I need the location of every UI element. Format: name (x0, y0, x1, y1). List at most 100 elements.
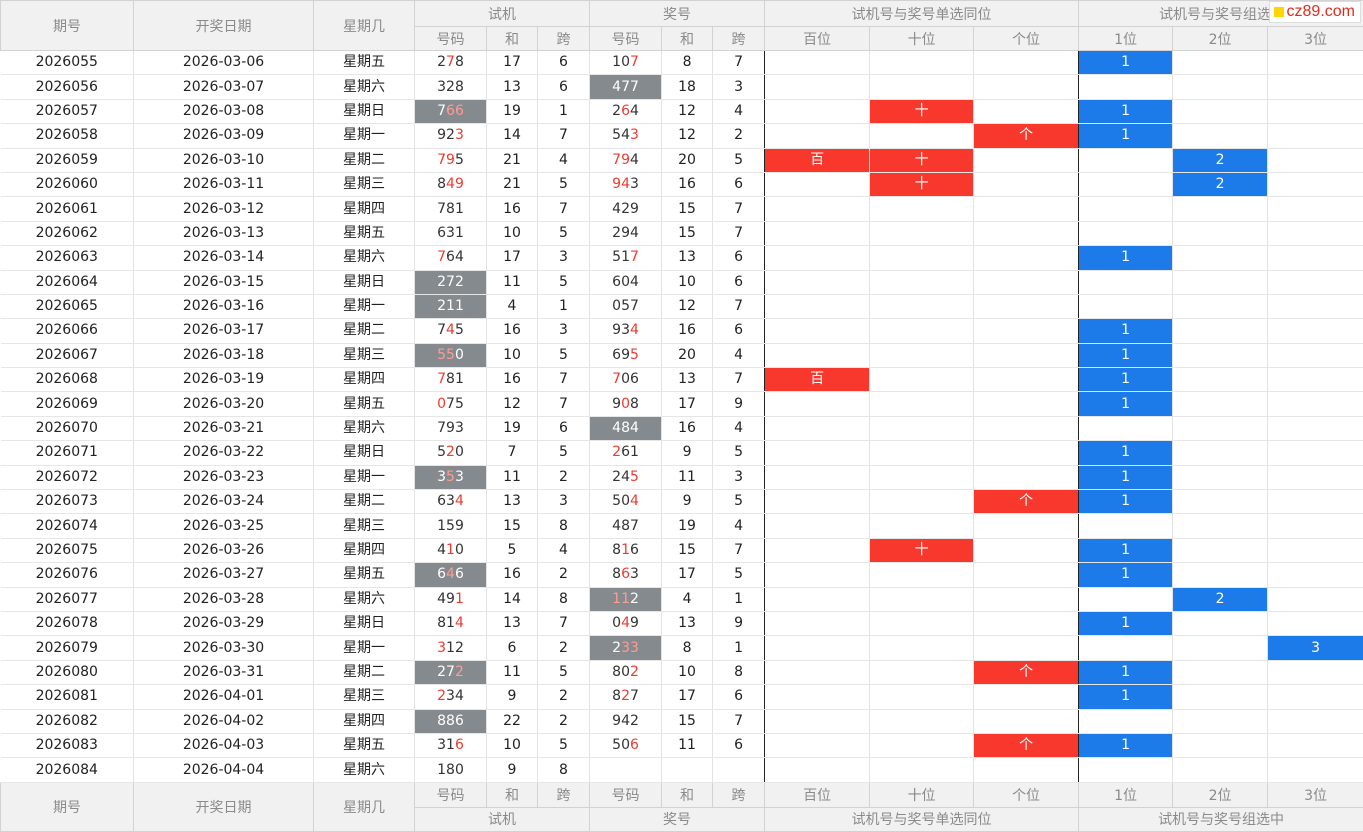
period-text: 2026063 (36, 249, 98, 265)
col-weekday-header[interactable]: 星期几 (314, 1, 415, 51)
draw-sum-header[interactable]: 和 (662, 27, 713, 51)
draw-number-digit: 3 (630, 127, 639, 143)
trial-number-cell: 923 (415, 124, 487, 148)
draw-number-digit: 2 (612, 640, 621, 656)
col-period-header[interactable]: 期号 (1, 1, 134, 51)
trial-sum-text: 13 (503, 493, 521, 509)
foot-draw-sum-header: 和 (662, 782, 713, 807)
draw-number-digit: 4 (621, 176, 630, 192)
draw-number-digit: 4 (621, 615, 630, 631)
date-cell: 2026-03-25 (134, 514, 314, 538)
draw-number-digit: 2 (612, 103, 621, 119)
trial-span-text: 5 (559, 664, 568, 680)
hundreds-match-cell (765, 538, 870, 562)
hundreds-match-cell (765, 270, 870, 294)
draw-number-cell: 112 (590, 587, 662, 611)
tens-match-cell (870, 221, 974, 245)
draw-number-header[interactable]: 号码 (590, 27, 662, 51)
trial-number-digit: 4 (446, 566, 455, 582)
trial-number-header[interactable]: 号码 (415, 27, 487, 51)
trial-number-digit: 9 (437, 127, 446, 143)
draw-sum-cell: 15 (662, 709, 713, 733)
trial-sum-cell: 21 (487, 172, 538, 196)
draw-span-cell: 7 (713, 197, 765, 221)
trial-sum-cell: 9 (487, 758, 538, 782)
date-text: 2026-03-08 (183, 103, 264, 119)
draw-span-header[interactable]: 跨 (713, 27, 765, 51)
draw-span-text: 3 (734, 469, 743, 485)
period-text: 2026073 (36, 493, 98, 509)
date-cell: 2026-03-08 (134, 99, 314, 123)
trial-span-text: 8 (559, 518, 568, 534)
draw-number-digit: 2 (612, 444, 621, 460)
tens-match-cell (870, 51, 974, 75)
draw-span-text: 7 (734, 713, 743, 729)
period-text: 2026060 (36, 176, 98, 192)
trial-span-header[interactable]: 跨 (538, 27, 590, 51)
trial-number-cell: 075 (415, 392, 487, 416)
draw-sum-cell: 17 (662, 563, 713, 587)
hundreds-match-cell (765, 172, 870, 196)
draw-span-text: 8 (734, 664, 743, 680)
foot-draw-group-header: 奖号 (590, 807, 765, 831)
draw-number-cell: 943 (590, 172, 662, 196)
date-text: 2026-03-10 (183, 152, 264, 168)
site-logo[interactable]: cz89.com (1269, 1, 1361, 23)
weekday-cell: 星期六 (314, 75, 415, 99)
ones-match-cell (974, 270, 1079, 294)
trial-number-cell: 886 (415, 709, 487, 733)
trial-span-text: 7 (559, 371, 568, 387)
tens-match-cell (870, 490, 974, 514)
draw-span-cell: 2 (713, 124, 765, 148)
combo-pos2-cell (1173, 221, 1268, 245)
trial-number-digit: 6 (455, 713, 464, 729)
trial-sum-cell: 19 (487, 99, 538, 123)
draw-sum-text: 15 (678, 542, 696, 558)
combo-pos3-cell (1268, 51, 1363, 75)
hundreds-match-cell (765, 611, 870, 635)
trial-number-digit: 4 (455, 688, 464, 704)
draw-number-digit: 4 (612, 420, 621, 436)
draw-number-cell: 484 (590, 416, 662, 440)
draw-span-cell: 3 (713, 75, 765, 99)
draw-number-digit: 6 (621, 103, 630, 119)
hundreds-match-cell (765, 660, 870, 684)
weekday-cell: 星期二 (314, 490, 415, 514)
period-cell: 2026055 (1, 51, 134, 75)
trial-sum-header[interactable]: 和 (487, 27, 538, 51)
trial-sum-text: 16 (503, 322, 521, 338)
combo-match-value: 1 (1121, 371, 1130, 387)
trial-number-cell: 272 (415, 660, 487, 684)
col-date-header[interactable]: 开奖日期 (134, 1, 314, 51)
